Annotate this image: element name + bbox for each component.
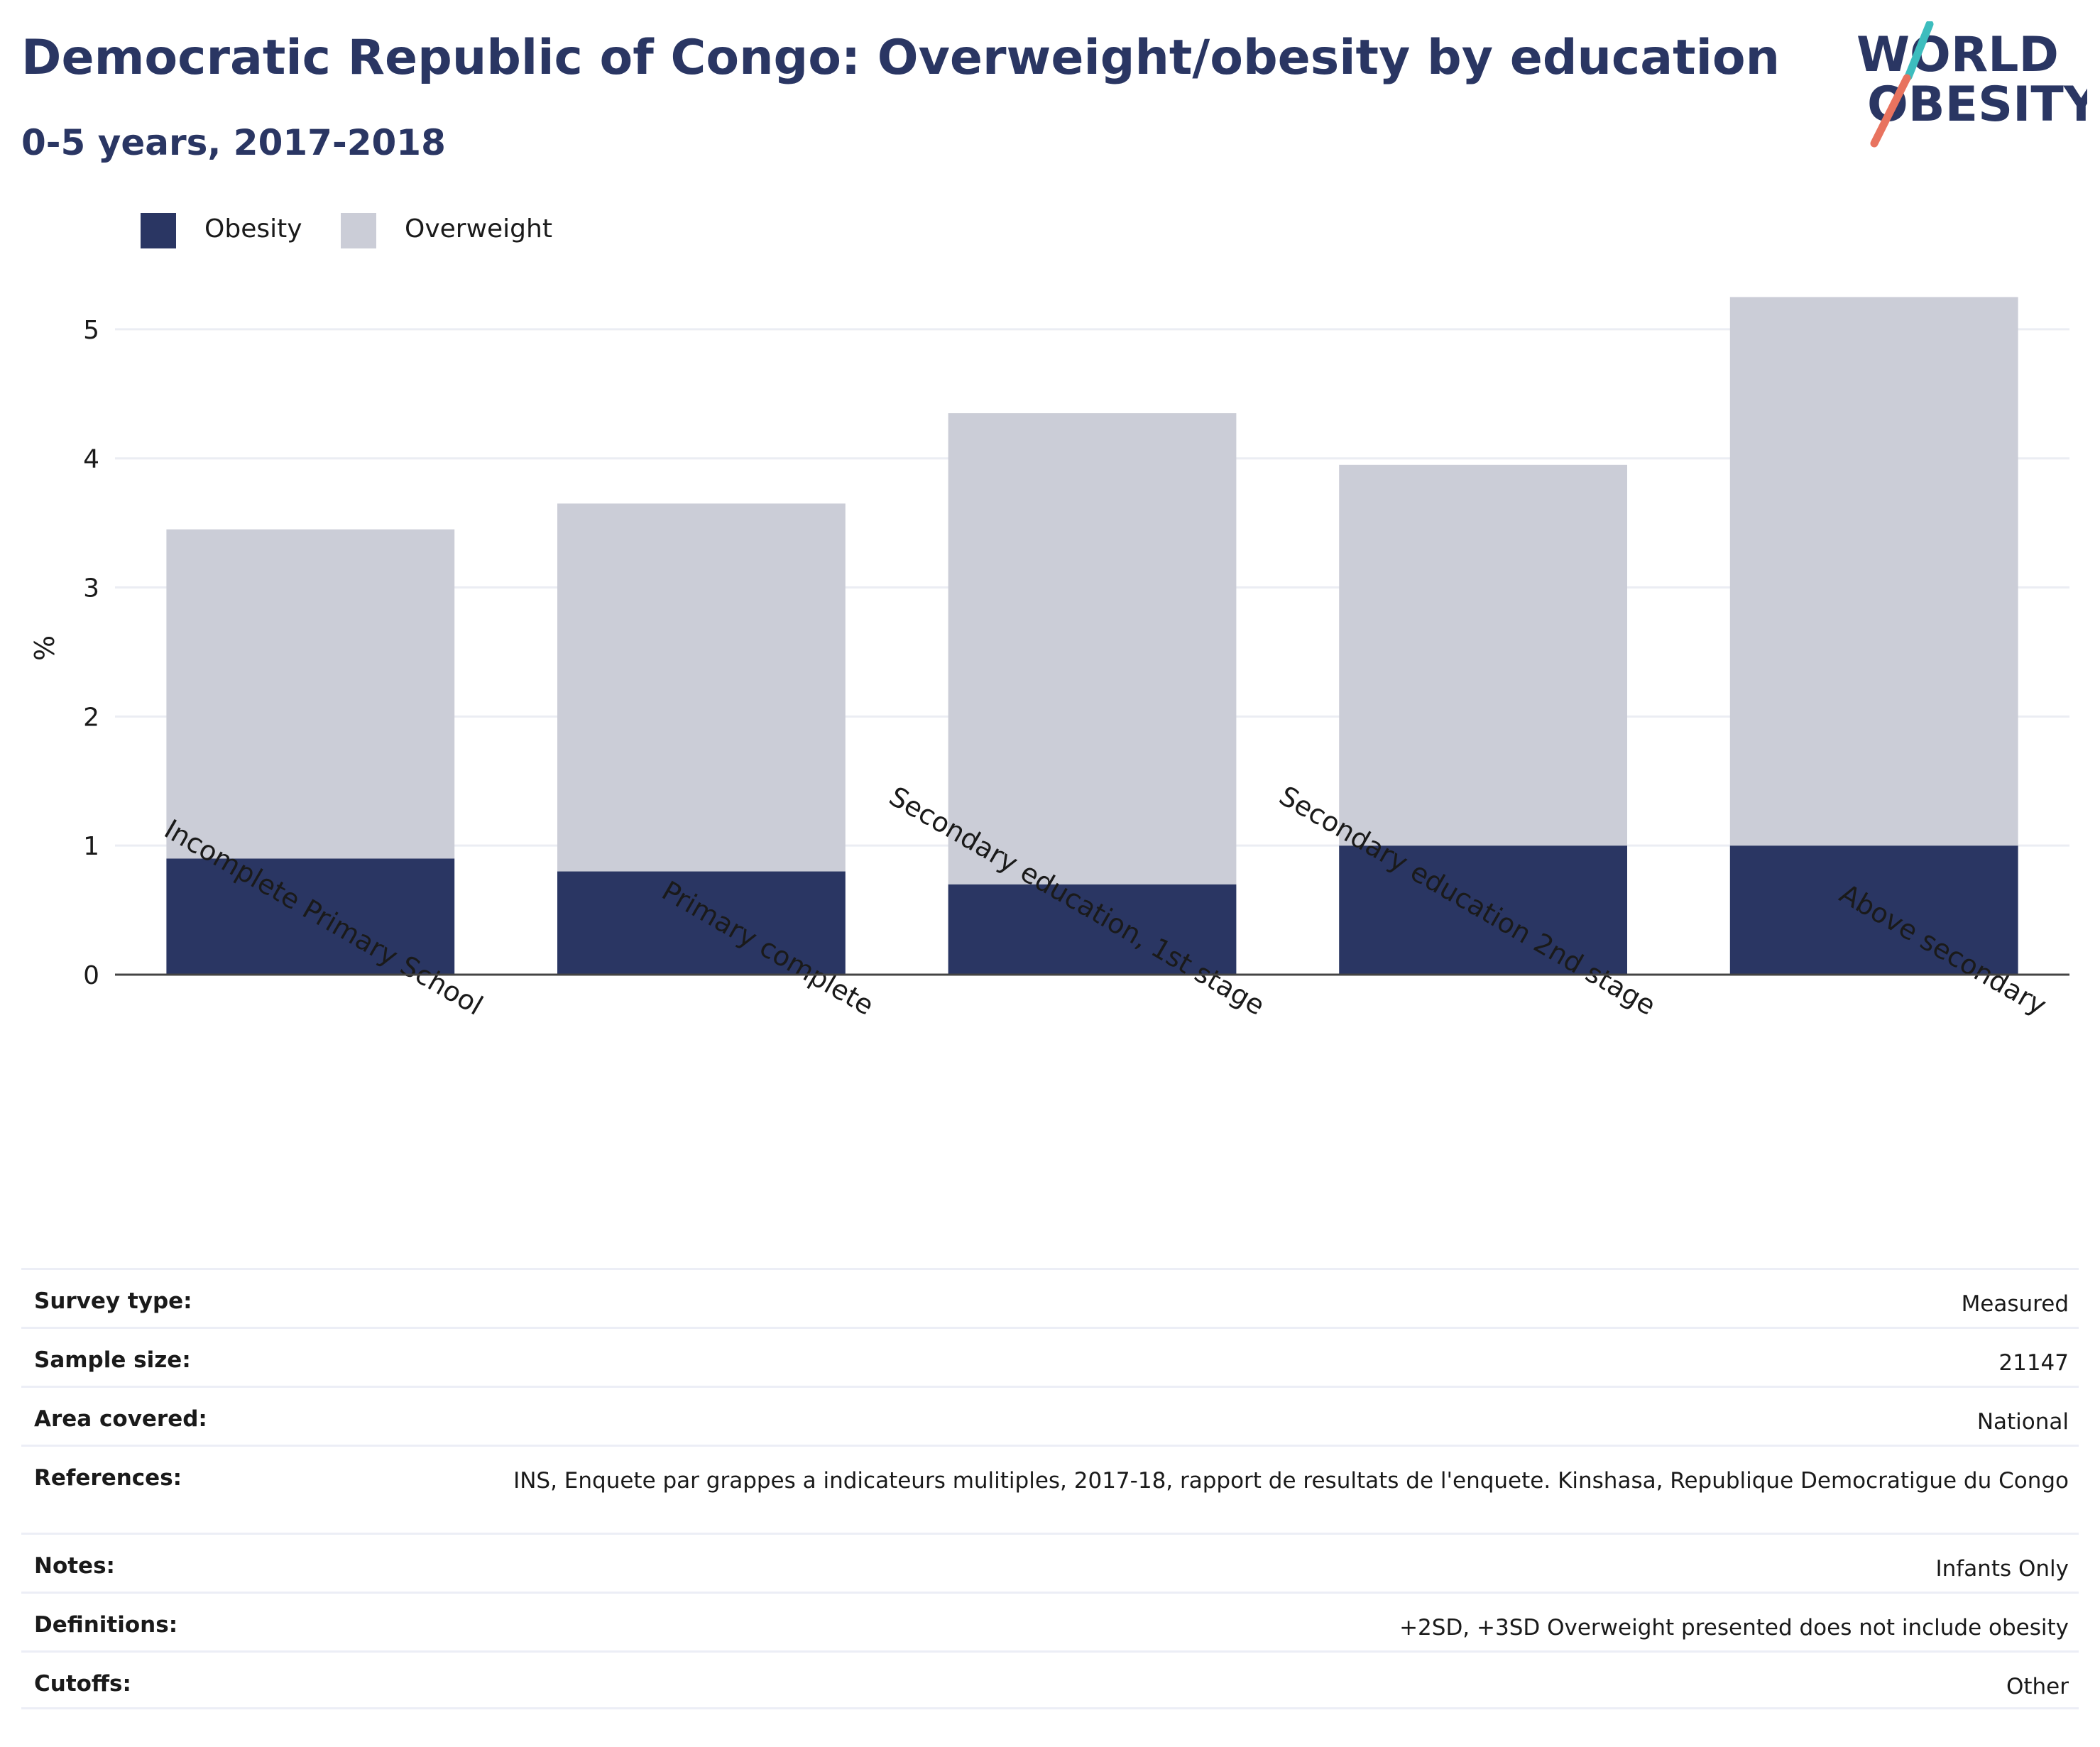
- y-tick-label: 2: [83, 703, 99, 732]
- logo-slash-coral: [1870, 74, 1911, 148]
- legend-label-obesity: Obesity: [204, 214, 302, 243]
- bar-obesity-5: [1729, 845, 2018, 975]
- y-tick-label: 3: [83, 574, 99, 603]
- logo-text-world: WORLD: [1856, 27, 2059, 83]
- world-obesity-logo: WORLD OBESITY: [1856, 21, 2087, 148]
- meta-row-references: References: INS, Enquete par grappes a i…: [21, 1445, 2079, 1533]
- meta-row-area-covered: Area covered: National: [21, 1386, 2079, 1445]
- bar-overweight-3: [948, 413, 1237, 885]
- meta-value-cutoffs: Other: [2006, 1674, 2069, 1699]
- meta-value-notes: Infants Only: [1935, 1556, 2069, 1582]
- bar-overweight-4: [1339, 464, 1627, 846]
- logo-slash-teal: [1904, 21, 1934, 81]
- meta-value-definitions: +2SD, +3SD Overweight presented does not…: [1399, 1615, 2069, 1641]
- meta-label-survey-type: Survey type:: [34, 1288, 192, 1314]
- bar-overweight-2: [557, 503, 846, 872]
- bar-obesity-4: [1339, 845, 1627, 975]
- bar-obesity-3: [948, 884, 1237, 975]
- meta-label-area-covered: Area covered:: [34, 1406, 207, 1432]
- meta-row-definitions: Definitions: +2SD, +3SD Overweight prese…: [21, 1592, 2079, 1650]
- bar-obesity-2: [557, 871, 846, 975]
- survey-info-table: Survey type: Measured Sample size: 21147…: [21, 1268, 2079, 1709]
- meta-label-sample-size: Sample size:: [34, 1347, 191, 1373]
- bar-obesity-1: [166, 858, 455, 975]
- meta-row-cutoffs: Cutoffs: Other: [21, 1650, 2079, 1709]
- y-tick-label: 1: [83, 832, 99, 861]
- meta-label-definitions: Definitions:: [34, 1612, 178, 1638]
- y-tick-label: 0: [83, 961, 99, 990]
- meta-label-references: References:: [34, 1465, 182, 1491]
- meta-value-sample-size: 21147: [1998, 1350, 2069, 1376]
- bar-overweight-1: [166, 529, 455, 859]
- bar-overweight-5: [1729, 297, 2018, 846]
- y-axis-label: %: [29, 635, 60, 661]
- legend-swatch-overweight: [341, 213, 376, 248]
- chart-title: Democratic Republic of Congo: Overweight…: [21, 30, 1781, 86]
- legend-swatch-obesity: [141, 213, 176, 248]
- meta-label-notes: Notes:: [34, 1553, 115, 1579]
- meta-value-references: INS, Enquete par grappes a indicateurs m…: [513, 1468, 2069, 1494]
- meta-label-cutoffs: Cutoffs:: [34, 1671, 131, 1697]
- meta-row-survey-type: Survey type: Measured: [21, 1268, 2079, 1327]
- chart-subtitle: 0-5 years, 2017-2018: [21, 122, 446, 163]
- meta-row-sample-size: Sample size: 21147: [21, 1327, 2079, 1386]
- legend-label-overweight: Overweight: [405, 214, 552, 243]
- meta-value-survey-type: Measured: [1961, 1291, 2069, 1317]
- meta-row-notes: Notes: Infants Only: [21, 1533, 2079, 1592]
- y-tick-label: 5: [83, 316, 99, 345]
- y-tick-label: 4: [83, 445, 99, 474]
- meta-value-area-covered: National: [1976, 1409, 2069, 1435]
